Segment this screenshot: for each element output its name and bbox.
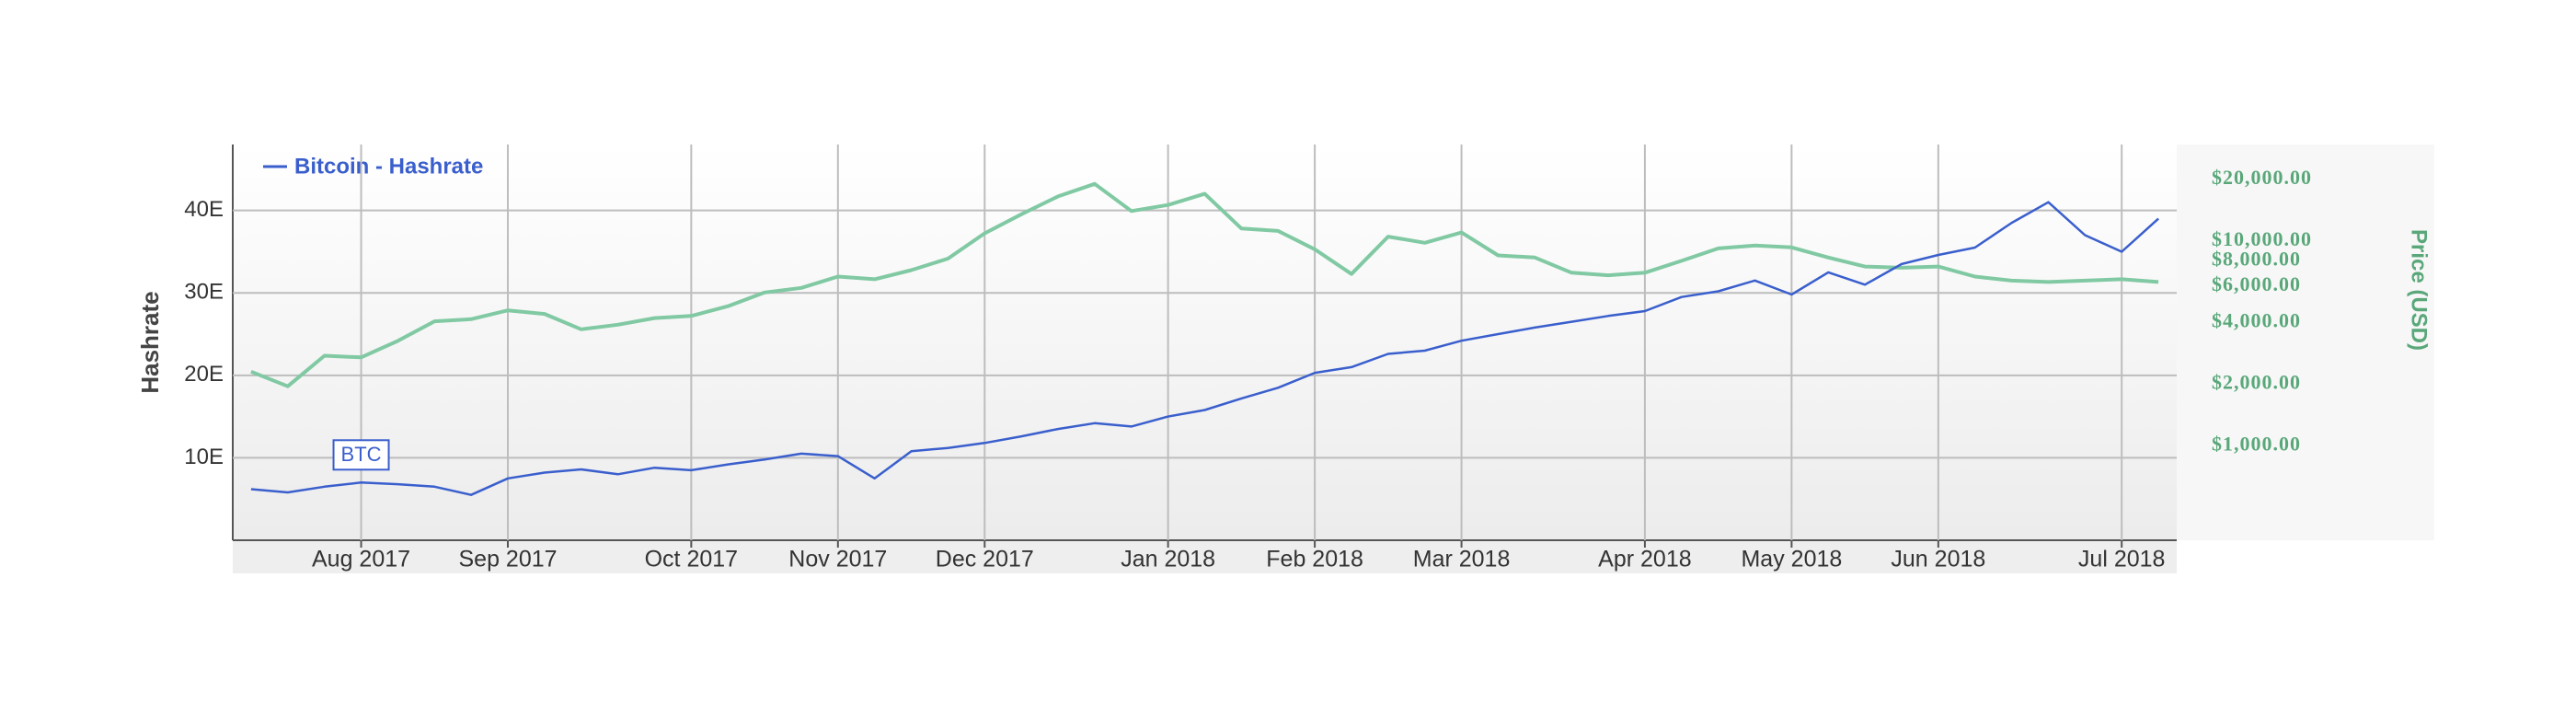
x-tick-label: Jun 2018: [1891, 547, 1985, 572]
y2-tick-label: $4,000.00: [2212, 308, 2301, 331]
y2-tick-label: $6,000.00: [2212, 272, 2301, 295]
x-tick-label: Oct 2017: [645, 547, 738, 572]
x-tick-label: Dec 2017: [936, 547, 1034, 572]
y-tick-label: 40E: [184, 197, 224, 222]
annotation-text: BTC: [341, 443, 382, 466]
annotation-flag: [332, 439, 390, 471]
x-tick-label: Feb 2018: [1266, 547, 1363, 572]
y-tick-label: 30E: [184, 280, 224, 305]
y2-tick-label: $2,000.00: [2212, 370, 2301, 393]
x-tick-label: Aug 2017: [312, 547, 410, 572]
x-tick-label: Mar 2018: [1413, 547, 1511, 572]
legend-entry: Bitcoin - Hashrate: [294, 154, 483, 179]
y2-tick-label: $20,000.00: [2212, 166, 2312, 189]
y2-axis-title: Price (USD): [2407, 229, 2432, 351]
x-tick-label: May 2018: [1741, 547, 1842, 572]
y-tick-label: 10E: [184, 445, 224, 469]
plot-area: [233, 144, 2177, 540]
y-axis-title: Hashrate: [136, 291, 164, 393]
x-axis-band: [233, 540, 2177, 573]
x-tick-label: Jan 2018: [1121, 547, 1215, 572]
price-line: [250, 181, 2159, 388]
y2-tick-label: $8,000.00: [2212, 247, 2301, 270]
y2-tick-label: $10,000.00: [2212, 227, 2312, 250]
x-tick-label: Sep 2017: [458, 547, 557, 572]
x-tick-label: Jul 2018: [2078, 547, 2166, 572]
y-tick-label: 20E: [184, 362, 224, 387]
x-tick-label: Nov 2017: [788, 547, 887, 572]
x-tick-label: Apr 2018: [1598, 547, 1691, 572]
hashrate-line: [250, 201, 2159, 496]
y2-tick-label: $1,000.00: [2212, 432, 2301, 455]
